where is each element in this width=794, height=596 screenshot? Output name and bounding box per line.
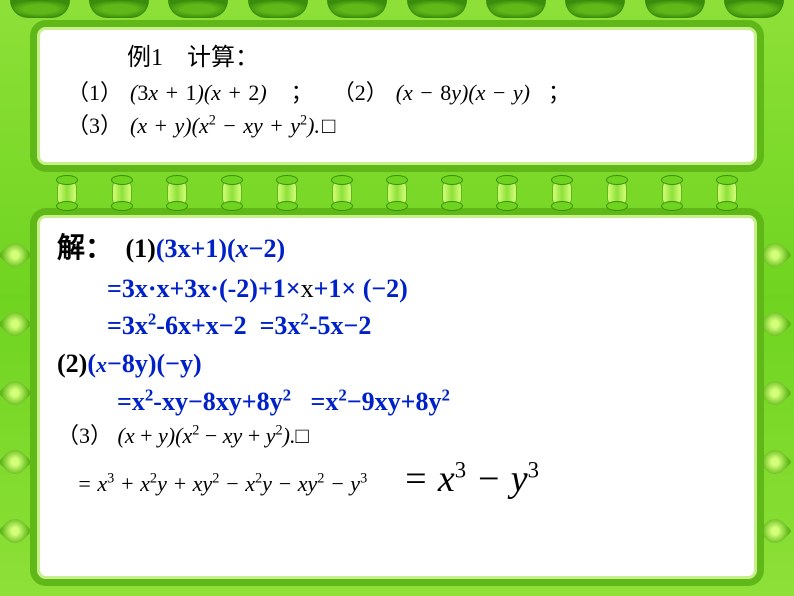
solution-line-3: （3） (x + y)(x2 − xy + y2).□ bbox=[57, 420, 737, 452]
right-vine-decoration bbox=[763, 220, 791, 566]
prob1-expr: (3x + 1)(x + 2) ； bbox=[130, 76, 315, 109]
s1-step1: =3x·x+3x·(-2)+1×x+1× (−2) bbox=[57, 270, 737, 308]
problem-row-1: （1） (3x + 1)(x + 2) ； （2） (x − 8y)(x − y… bbox=[67, 76, 737, 109]
s3-step1: = x3 + x2y + xy2 − x2y − xy2 − y3 = x3 −… bbox=[57, 452, 737, 507]
prob1-label: （1） bbox=[67, 76, 122, 109]
connector-decoration bbox=[40, 176, 754, 210]
s2-expr: (x−8y)(−y) bbox=[87, 349, 201, 378]
left-vine-decoration bbox=[3, 220, 31, 566]
solution-line-2: (2)(x−8y)(−y) bbox=[57, 345, 737, 383]
s1-step2: =3x2-6x+x−2 =3x2-5x−2 bbox=[57, 307, 737, 345]
problem-frame: 例1 计算： （1） (3x + 1)(x + 2) ； （2） (x − 8y… bbox=[34, 24, 760, 168]
s3-label: （3） bbox=[57, 423, 112, 448]
s1-expr: (3x+1)(x−2) bbox=[156, 234, 285, 263]
solution-heading: 解： bbox=[57, 233, 113, 264]
s3-result: = x3 − y3 bbox=[403, 452, 539, 507]
s1-label: (1) bbox=[126, 234, 156, 263]
solution-frame: 解： (1)(3x+1)(x−2) =3x·x+3x·(-2)+1×x+1× (… bbox=[34, 212, 760, 582]
prob3-label: （3） bbox=[67, 109, 122, 142]
example-title: 例1 计算： bbox=[67, 37, 737, 72]
top-leaf-border bbox=[0, 0, 794, 18]
s3-expr: (x + y)(x2 − xy + y2).□ bbox=[118, 423, 309, 448]
prob2-sep: ； bbox=[548, 76, 570, 109]
s2-step1: =x2-xy−8xy+8y2 =x2−9xy+8y2 bbox=[57, 383, 737, 421]
s2-step1b: =x2−9xy+8y2 bbox=[311, 387, 450, 416]
prob2-label: （2） bbox=[333, 76, 388, 109]
highlight-blob bbox=[390, 74, 536, 111]
solution-line-1: 解： (1)(3x+1)(x−2) bbox=[57, 229, 737, 270]
prob2-expr: (x − 8y)(x − y) bbox=[396, 76, 530, 109]
prob3-expr: (x + y)(x2 − xy + y2).□ bbox=[130, 109, 337, 142]
s2-label: (2) bbox=[57, 349, 87, 378]
problem-row-2: （3） (x + y)(x2 − xy + y2).□ bbox=[67, 109, 737, 142]
